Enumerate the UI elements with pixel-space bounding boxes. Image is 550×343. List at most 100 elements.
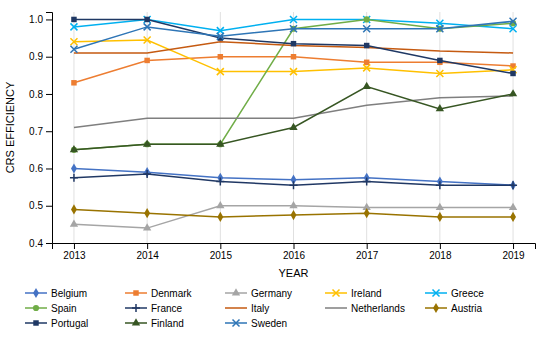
tick-mark xyxy=(513,243,514,249)
legend-item: Portugal xyxy=(25,318,88,329)
legend-marker xyxy=(33,305,39,311)
point-marker xyxy=(363,178,371,186)
plot-area xyxy=(70,16,517,231)
series-line xyxy=(74,40,513,74)
legend-marker xyxy=(133,290,138,295)
tick: 2016 xyxy=(283,243,306,261)
grid-line xyxy=(220,12,221,243)
point-marker xyxy=(216,201,224,208)
point-marker xyxy=(70,23,77,30)
legend-label: Denmark xyxy=(151,288,193,299)
tick-mark xyxy=(367,243,368,249)
point-marker xyxy=(70,145,78,152)
tick: 2015 xyxy=(210,243,233,261)
legend-label: Austria xyxy=(451,303,483,314)
tick-label: 2014 xyxy=(137,250,160,261)
axis-line xyxy=(46,13,53,244)
point-marker xyxy=(290,68,297,75)
point-marker xyxy=(71,17,76,22)
point-marker xyxy=(291,41,296,46)
tick: 2014 xyxy=(137,243,160,261)
point-marker xyxy=(218,54,223,59)
point-marker xyxy=(436,104,444,111)
tick-label: 2018 xyxy=(429,250,452,261)
legend-label: Portugal xyxy=(51,318,88,329)
point-marker xyxy=(363,25,370,32)
point-marker xyxy=(217,68,224,75)
point-marker xyxy=(71,163,77,173)
legend-item: Greece xyxy=(425,288,484,299)
point-marker xyxy=(364,43,369,48)
point-marker xyxy=(144,58,149,63)
point-marker xyxy=(291,210,297,220)
legend-marker xyxy=(132,318,140,325)
legend-item: Italy xyxy=(225,303,269,314)
point-marker xyxy=(143,223,151,230)
point-marker xyxy=(364,208,370,218)
point-marker xyxy=(510,212,516,222)
legend-marker xyxy=(333,290,340,297)
point-marker xyxy=(289,123,297,130)
legend-label: Italy xyxy=(251,303,269,314)
tick-label: 1.0 xyxy=(29,14,43,25)
legend-item: Finland xyxy=(125,318,184,329)
legend-swatch xyxy=(325,307,347,309)
legend-label: Netherlands xyxy=(351,303,405,314)
legend: BelgiumDenmarkGermanyIrelandGreeceSpainF… xyxy=(25,288,484,329)
tick: 0.7 xyxy=(29,126,52,137)
x-axis: 2013201420152016201720182019 xyxy=(53,243,536,261)
point-marker xyxy=(436,203,444,210)
point-marker xyxy=(364,16,370,22)
point-marker xyxy=(436,181,444,189)
point-marker xyxy=(70,46,77,53)
legend-label: Greece xyxy=(451,288,484,299)
tick-label: 2019 xyxy=(502,250,525,261)
series-line xyxy=(74,42,513,53)
point-marker xyxy=(363,64,370,71)
legend-item: Netherlands xyxy=(325,303,405,314)
legend-marker xyxy=(132,304,140,312)
tick-mark xyxy=(46,206,52,207)
point-marker xyxy=(144,23,151,30)
legend-item: France xyxy=(125,303,183,314)
series-line xyxy=(74,19,513,73)
legend-label: Sweden xyxy=(251,318,287,329)
tick: 1.0 xyxy=(29,14,52,25)
legend-label: Belgium xyxy=(51,288,87,299)
point-marker xyxy=(143,139,151,146)
point-marker xyxy=(143,170,151,178)
legend-marker xyxy=(433,290,440,297)
tick-mark xyxy=(46,57,52,58)
point-marker xyxy=(70,174,78,182)
tick-label: 2015 xyxy=(210,250,233,261)
legend-item: Ireland xyxy=(325,288,382,299)
tick-mark xyxy=(440,243,441,249)
tick-label: 2016 xyxy=(283,250,306,261)
chart: 20132014201520162017201820190.40.50.60.7… xyxy=(0,0,550,343)
legend-marker xyxy=(33,288,39,298)
legend-item: Spain xyxy=(25,303,77,314)
tick-label: 2013 xyxy=(63,250,86,261)
point-marker xyxy=(509,89,517,96)
point-marker xyxy=(363,16,370,23)
legend-label: France xyxy=(151,303,183,314)
tick-mark xyxy=(46,19,52,20)
point-marker xyxy=(364,60,369,65)
series-line xyxy=(74,21,513,49)
point-marker xyxy=(290,181,298,189)
point-marker xyxy=(217,33,224,40)
tick: 2018 xyxy=(429,243,452,261)
grid xyxy=(74,12,513,243)
tick-mark xyxy=(294,243,295,249)
point-marker xyxy=(70,38,77,45)
point-marker xyxy=(436,70,443,77)
tick-mark xyxy=(46,131,52,132)
x-axis-title: YEAR xyxy=(279,267,309,279)
tick-mark xyxy=(220,243,221,249)
point-marker xyxy=(510,18,517,25)
tick-label: 0.9 xyxy=(29,51,43,62)
point-marker xyxy=(509,181,517,189)
point-marker xyxy=(290,16,297,23)
point-marker xyxy=(290,25,297,32)
point-marker xyxy=(363,82,371,89)
